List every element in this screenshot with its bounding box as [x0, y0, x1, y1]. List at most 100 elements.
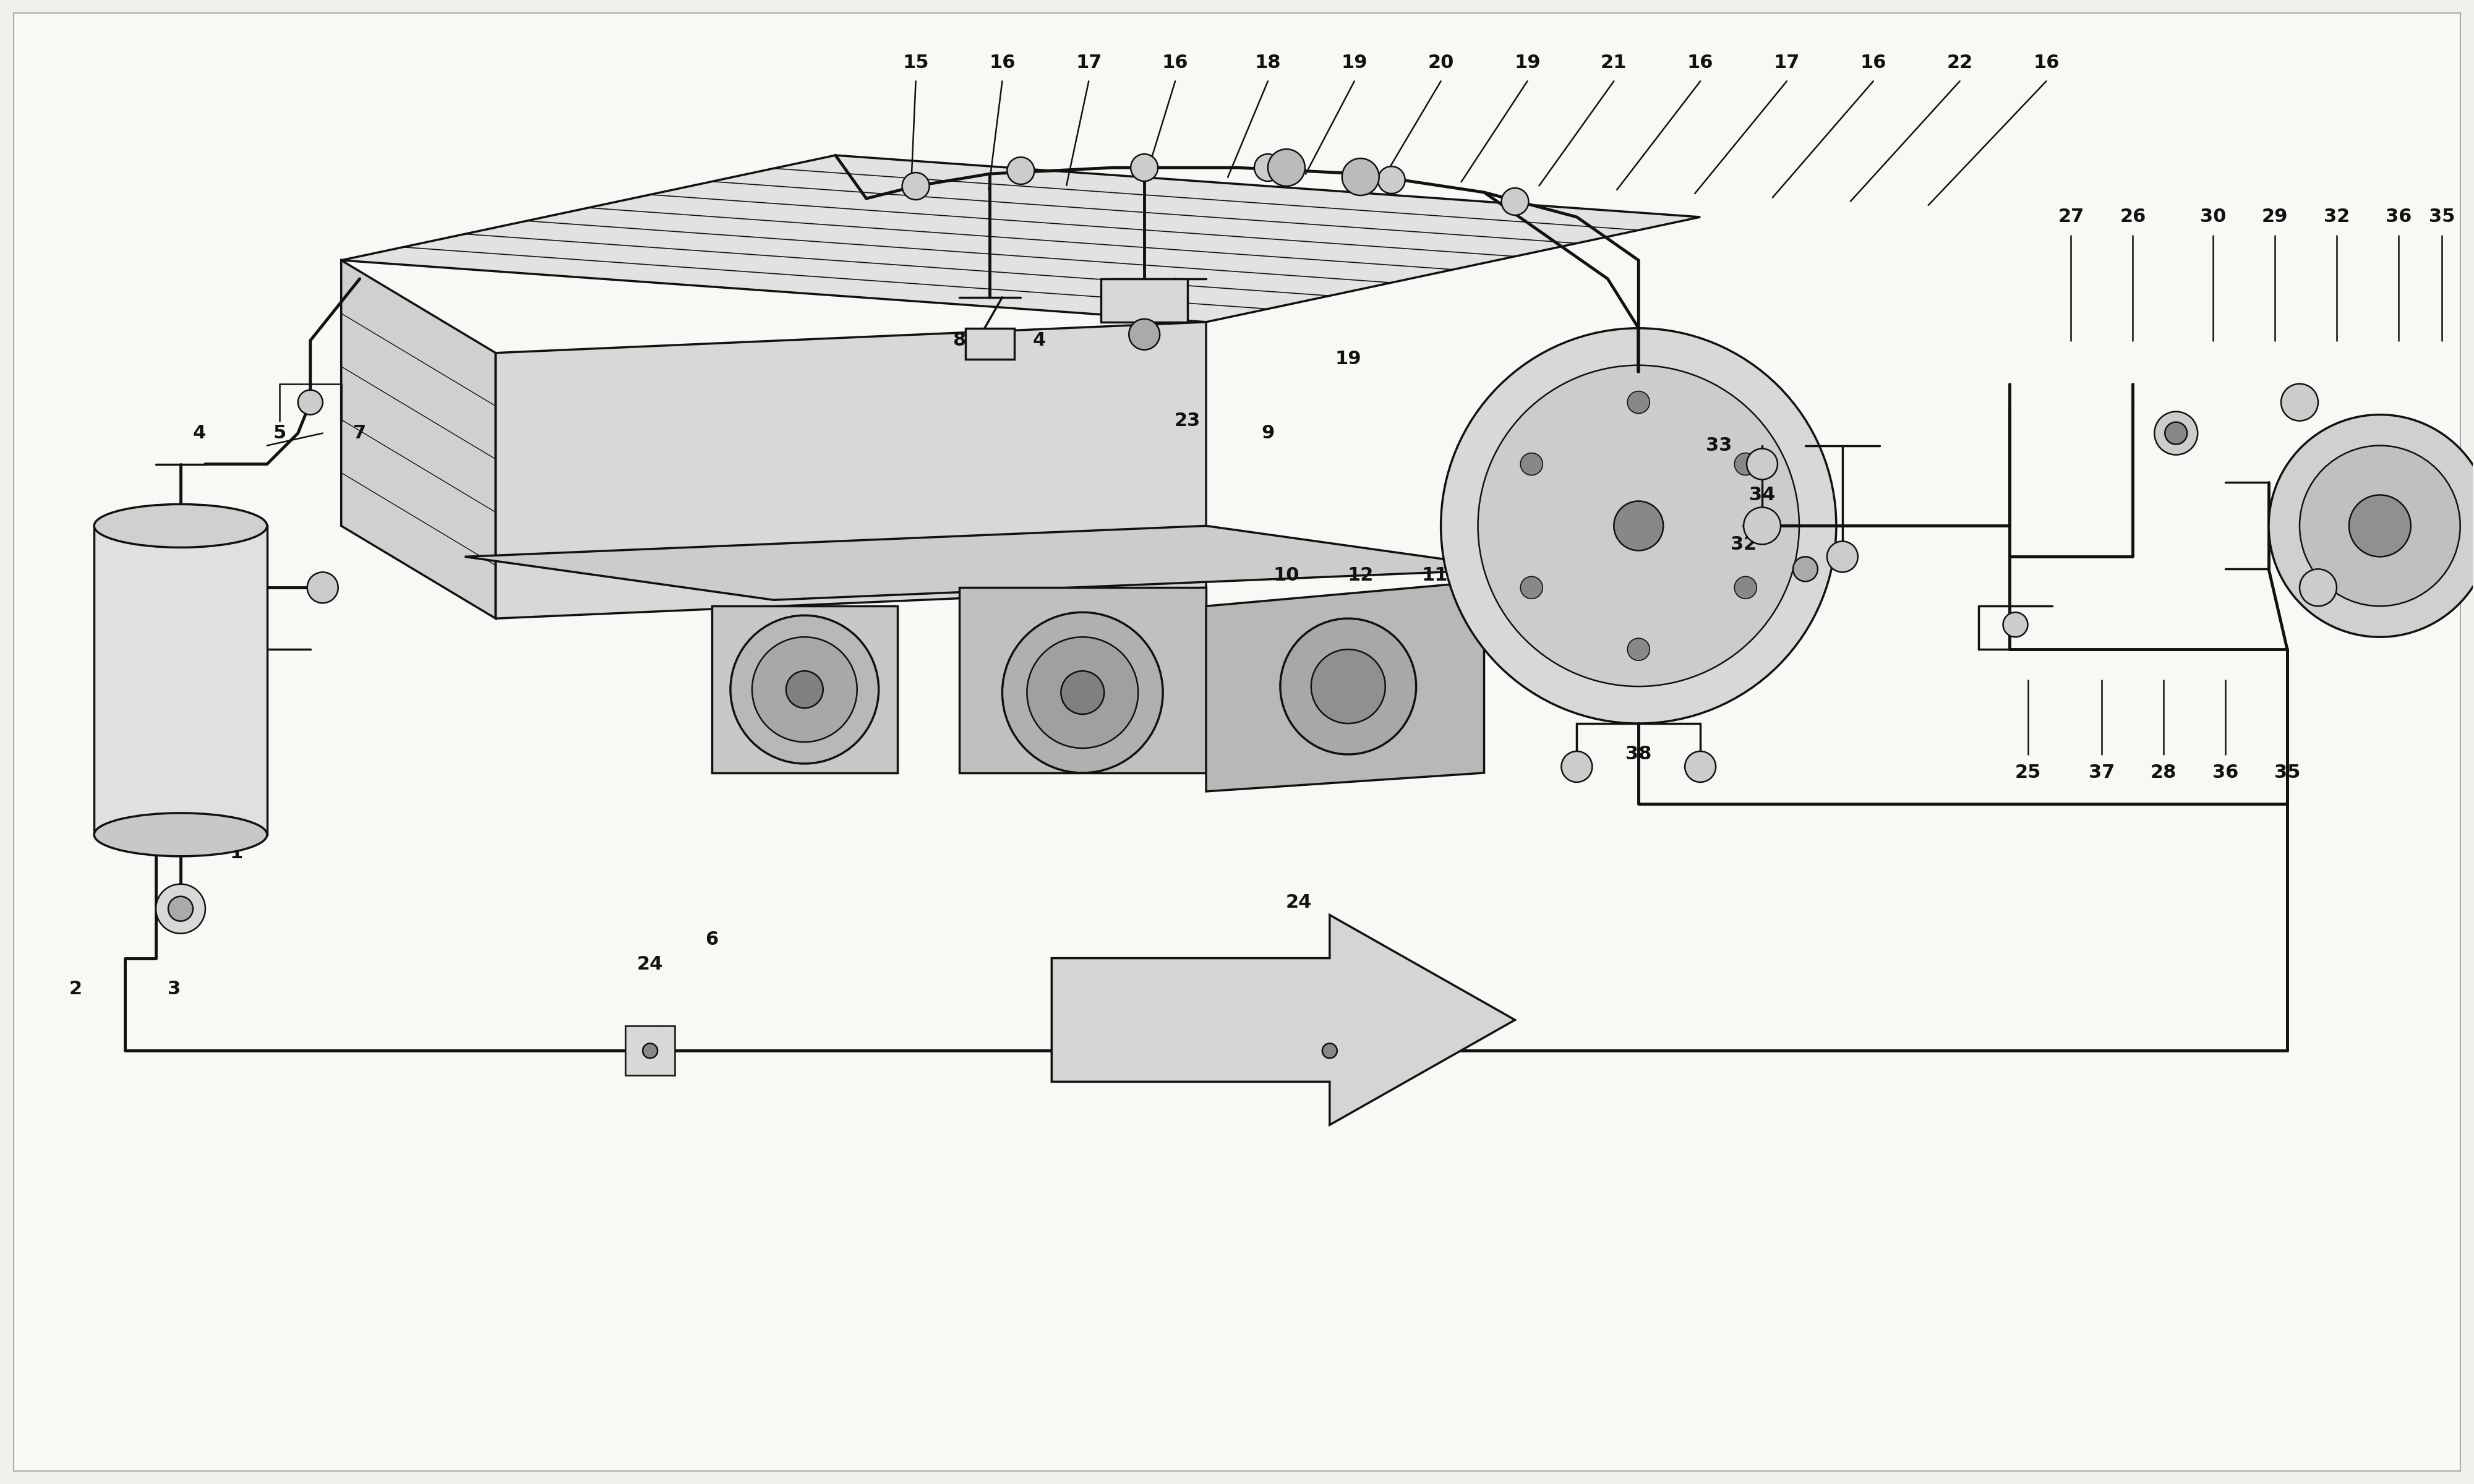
Text: 22: 22	[1947, 53, 1972, 71]
Circle shape	[1744, 508, 1781, 545]
Text: 25: 25	[2014, 764, 2041, 782]
Circle shape	[1794, 556, 1818, 582]
Text: 8: 8	[952, 331, 965, 350]
Text: 1: 1	[230, 844, 242, 862]
Ellipse shape	[94, 505, 267, 548]
Text: 7: 7	[354, 424, 366, 442]
Circle shape	[2301, 568, 2335, 605]
Text: 4: 4	[230, 770, 242, 788]
Text: 19: 19	[1514, 53, 1541, 71]
Polygon shape	[1207, 582, 1484, 791]
Text: 37: 37	[2088, 764, 2115, 782]
Text: 24: 24	[1286, 893, 1311, 911]
Circle shape	[1002, 613, 1163, 773]
Text: 4: 4	[1032, 331, 1047, 350]
Text: 16: 16	[1687, 53, 1714, 71]
Text: 32: 32	[2323, 208, 2350, 226]
Text: 16: 16	[2034, 53, 2058, 71]
Text: 34: 34	[1749, 485, 1776, 505]
Bar	[626, 1025, 675, 1076]
Polygon shape	[341, 156, 1700, 322]
Circle shape	[730, 616, 878, 764]
Text: 24: 24	[636, 956, 663, 974]
Text: 17: 17	[1076, 53, 1101, 71]
Circle shape	[1007, 157, 1034, 184]
Text: 36: 36	[2385, 208, 2412, 226]
Circle shape	[752, 637, 856, 742]
Circle shape	[156, 884, 205, 933]
Circle shape	[1628, 392, 1650, 414]
Text: 27: 27	[2058, 208, 2083, 226]
Text: 29: 29	[2261, 208, 2288, 226]
Circle shape	[1131, 154, 1158, 181]
Text: 10: 10	[1274, 567, 1299, 585]
Circle shape	[1477, 365, 1799, 687]
Text: 2: 2	[69, 979, 82, 999]
Circle shape	[1561, 751, 1593, 782]
Text: 16: 16	[990, 53, 1014, 71]
Text: 6: 6	[705, 930, 717, 948]
Polygon shape	[713, 605, 898, 773]
Circle shape	[787, 671, 824, 708]
Text: 18: 18	[1254, 53, 1282, 71]
Circle shape	[1613, 502, 1663, 551]
Circle shape	[643, 1043, 658, 1058]
Text: 20: 20	[1427, 53, 1455, 71]
Circle shape	[168, 896, 193, 922]
Text: 9: 9	[1262, 424, 1274, 442]
Text: 16: 16	[1860, 53, 1888, 71]
Circle shape	[1628, 638, 1650, 660]
Circle shape	[2004, 613, 2029, 637]
Circle shape	[1061, 671, 1103, 714]
Circle shape	[1341, 159, 1378, 196]
Circle shape	[2348, 496, 2410, 556]
Text: 31: 31	[2429, 516, 2454, 534]
Text: 16: 16	[1163, 53, 1188, 71]
Circle shape	[1685, 751, 1717, 782]
Circle shape	[1378, 166, 1405, 193]
Text: 35: 35	[2274, 764, 2301, 782]
Text: 13: 13	[223, 721, 250, 739]
Circle shape	[1502, 188, 1529, 215]
Circle shape	[1279, 619, 1415, 754]
Text: 17: 17	[1774, 53, 1801, 71]
Circle shape	[2301, 445, 2459, 605]
Text: 32: 32	[1729, 536, 1757, 554]
Text: 19: 19	[1341, 53, 1368, 71]
Bar	[965, 328, 1014, 359]
Circle shape	[2155, 411, 2197, 454]
Text: 30: 30	[2199, 208, 2227, 226]
Text: 11: 11	[1423, 567, 1447, 585]
Text: 36: 36	[2212, 764, 2239, 782]
Circle shape	[1254, 154, 1282, 181]
Text: 23: 23	[1175, 413, 1200, 430]
Text: 14: 14	[223, 671, 250, 689]
Bar	[1101, 279, 1188, 322]
Circle shape	[1826, 542, 1858, 573]
Bar	[94, 525, 267, 834]
Polygon shape	[495, 322, 1207, 619]
Text: 12: 12	[1348, 567, 1373, 585]
Ellipse shape	[94, 813, 267, 856]
Text: 21: 21	[1601, 53, 1628, 71]
Text: 35: 35	[2429, 208, 2454, 226]
Circle shape	[1522, 576, 1544, 598]
Circle shape	[1734, 453, 1757, 475]
Circle shape	[2269, 414, 2474, 637]
Circle shape	[1734, 576, 1757, 598]
Bar	[1304, 1025, 1353, 1076]
Circle shape	[2281, 384, 2318, 421]
Text: 26: 26	[2120, 208, 2145, 226]
Text: 4: 4	[193, 424, 205, 442]
Polygon shape	[960, 588, 1207, 773]
Circle shape	[1440, 328, 1836, 724]
Text: 5: 5	[272, 424, 287, 442]
Polygon shape	[341, 260, 495, 619]
Polygon shape	[1051, 916, 1514, 1125]
Text: 33: 33	[1705, 436, 1732, 454]
Polygon shape	[465, 525, 1514, 600]
Circle shape	[1128, 319, 1160, 350]
Text: 19: 19	[1336, 350, 1361, 368]
Circle shape	[1311, 650, 1385, 724]
Circle shape	[297, 390, 322, 414]
